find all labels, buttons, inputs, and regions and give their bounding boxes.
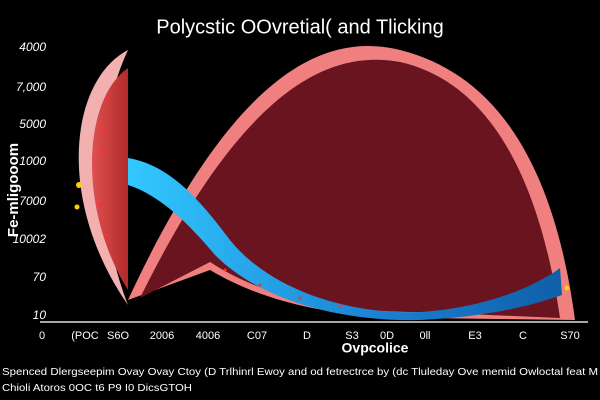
crescent-outline [78, 50, 128, 305]
caption: Spenced Dlergseepim Ovay Ovay Ctoy (D Tr… [2, 366, 598, 378]
marker [74, 204, 80, 210]
y-tick-label: 7,000 [16, 80, 46, 94]
x-tick-label: S3 [345, 330, 358, 342]
caption: Chioli Atoros 0OC t6 P9 I0 DicsGTOH [2, 382, 192, 394]
marker [564, 285, 570, 291]
x-tick-label: (POC [71, 330, 99, 342]
x-tick-label: E3 [468, 330, 481, 342]
y-tick-label: 4000 [19, 40, 46, 54]
y-tick-label: 1000 [19, 154, 46, 168]
x-tick-label: 2006 [150, 330, 174, 342]
y-tick-label: 5000 [19, 117, 46, 131]
x-tick-label: 0 [39, 330, 45, 342]
y-tick-label: 70 [33, 270, 47, 284]
x-tick-label: C [519, 330, 527, 342]
x-tick-label: D [303, 330, 311, 342]
x-axis-label: Ovpcolice [342, 340, 409, 356]
x-tick-label: S70 [560, 330, 580, 342]
x-tick-label: 0ll [419, 330, 430, 342]
x-tick-label: C07 [247, 330, 267, 342]
blue-band [128, 158, 562, 321]
marker [76, 182, 82, 188]
chart-title: Polycstic OOvretial( and Tlicking [156, 16, 444, 38]
y-axis-label: Fe-mligooom [5, 143, 22, 237]
x-tick-label: S6O [107, 330, 129, 342]
x-tick-label: 4006 [196, 330, 220, 342]
x-tick-label: 0D [380, 330, 394, 342]
y-tick-label: 7000 [19, 194, 46, 208]
crescent [91, 68, 128, 290]
hump [140, 59, 560, 318]
y-tick-label: 10002 [13, 232, 47, 246]
red-dots [98, 95, 342, 308]
y-tick-label: 10 [33, 308, 47, 322]
